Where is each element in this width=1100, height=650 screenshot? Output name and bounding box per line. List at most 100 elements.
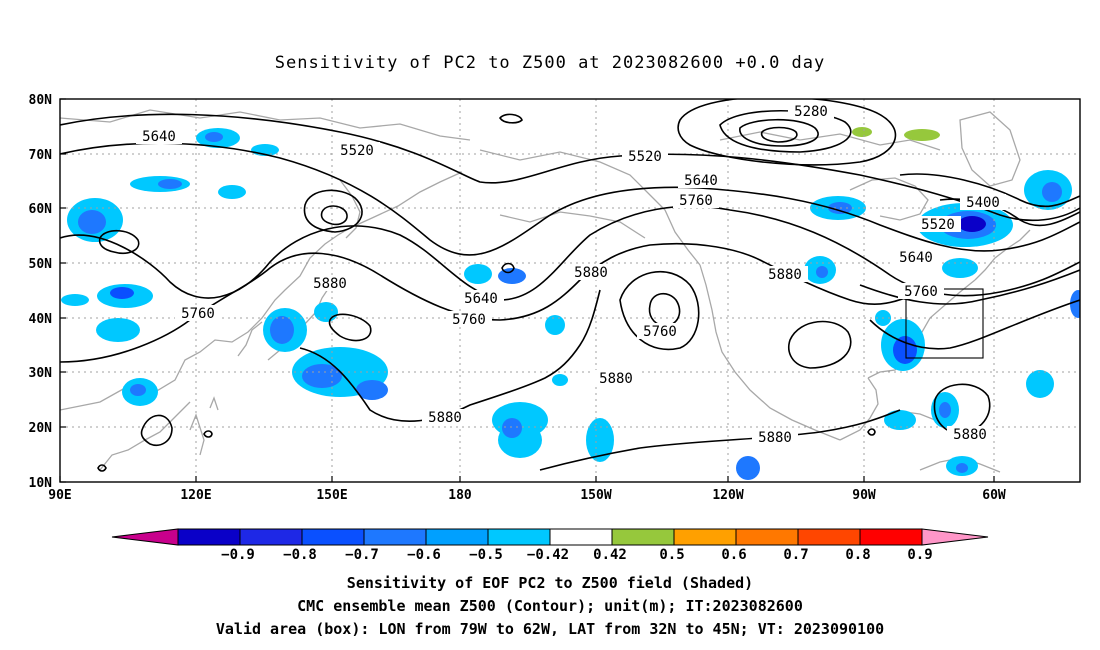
colorbar-box [177,528,241,546]
contour-label: 5880 [768,267,802,283]
contour-low-kamchatka-inner [320,205,348,226]
contour-5760-east [859,269,1080,305]
contour-label: 5880 [953,427,987,443]
lon-label: 120E [180,488,211,503]
contour-label: 5760 [679,193,713,209]
colorbar-label: −0.8 [283,547,317,563]
contour-tiny-caribbean [867,428,876,436]
coast-kamchatka [339,179,361,239]
contour-label: 5760 [643,324,677,340]
contour-label: 5400 [966,195,1000,211]
contour-low-labrador [899,173,1080,208]
blob-positive-arctic [852,127,872,137]
blob-siberia-north [196,128,279,199]
caption-line-2: CMC ensemble mean Z500 (Contour); unit(m… [297,597,803,615]
contour-label: 5880 [758,430,792,446]
colorbar-labels: −0.9 −0.8 −0.7 −0.6 −0.5 −0.42 0.42 0.5 0.6 0.7 0.… [221,547,933,563]
colorbar-box [425,528,489,546]
colorbar-box [301,528,365,546]
colorbar-label: 0.8 [845,547,870,563]
colorbar-box [735,528,799,546]
contour-high-mexico [788,320,852,369]
contour-label: 5520 [628,149,662,165]
colorbar-label: −0.9 [221,547,255,563]
contour-label: 5880 [574,265,608,281]
contour-low-arctic-inner [739,118,819,147]
contour-label-group: 5640 5520 5520 5280 5640 5760 5400 5520 … [136,103,1006,446]
contour-label: 5760 [452,312,486,328]
contour-label: 5640 [899,250,933,266]
contour-label: 5880 [428,410,462,426]
lat-label: 10N [29,476,53,491]
colorbar-label: −0.6 [407,547,441,563]
contour-high-west-pacific [328,313,372,342]
lon-label: 150E [316,488,347,503]
colorbar-box [549,528,613,546]
shading-positive [852,127,940,141]
contour-label: 5520 [921,217,955,233]
lon-label: 180 [448,488,472,503]
lat-label: 30N [29,366,53,381]
colorbar-low-triangle [111,528,179,546]
colorbar-label: −0.42 [527,547,569,563]
contour-low-arctic-core [760,126,798,143]
lat-label: 80N [29,93,53,108]
contour-label: 5640 [142,129,176,145]
lon-label: 90E [48,488,71,503]
contour-closed-bering [499,113,523,124]
contour-label: 5760 [904,284,938,300]
colorbar-box [673,528,737,546]
contour-5880-east [869,299,1080,350]
lat-label: 20N [29,421,53,436]
coast-korea [237,321,263,357]
colorbar-box [487,528,551,546]
colorbar-box [859,528,923,546]
colorbar-box [797,528,861,546]
colorbar: −0.9 −0.8 −0.7 −0.6 −0.5 −0.42 0.42 0.5 0.6 0.7 0.… [111,528,989,563]
lon-label: 90W [852,488,876,503]
contour-label: 5880 [599,371,633,387]
lat-ticks [60,98,66,483]
coast-greenland [959,111,1021,187]
contour-5880-pacific [299,289,601,422]
lon-label: 120W [712,488,743,503]
colorbar-label: −0.7 [345,547,379,563]
contour-low-kamchatka [303,189,363,233]
colorbar-boxes [177,528,923,546]
blob-mongolia [130,176,190,192]
colorbar-label: 0.6 [721,547,746,563]
contour-label: 5880 [313,276,347,292]
colorbar-label: 0.42 [593,547,627,563]
colorbar-box [611,528,675,546]
valid-area-box [905,288,984,359]
colorbar-box [363,528,427,546]
lon-ticks [59,476,995,482]
contour-label: 5640 [684,173,718,189]
contour-low-asia-small [98,229,140,255]
contour-closed-dateline [501,262,515,274]
coast-na-west [699,264,841,441]
caption-line-3: Valid area (box): LON from 79W to 62W, L… [216,620,884,638]
contour-high-inner [648,292,681,327]
blob-central-pacific [492,374,760,480]
coast-alaska [479,149,701,266]
coast-arctic-islands [719,131,941,151]
colorbar-label: 0.7 [783,547,808,563]
contour-label: 5520 [340,143,374,159]
contours [60,99,1080,472]
contour-low-arctic-mid [719,109,852,153]
contour-tiny-china [97,464,107,472]
colorbar-label: −0.5 [469,547,503,563]
contour-5880-subtropic [539,409,901,471]
coast-alaska-south [499,211,646,239]
lat-label: 60N [29,202,53,217]
contour-label: 5760 [181,306,215,322]
coast-east-asia [60,171,463,411]
coast-siberia-north [60,109,471,141]
colorbar-label: 0.9 [907,547,932,563]
colorbar-high-triangle [921,528,989,546]
lat-label: 50N [29,257,53,272]
colorbar-box [239,528,303,546]
coast-hudson [849,177,929,221]
